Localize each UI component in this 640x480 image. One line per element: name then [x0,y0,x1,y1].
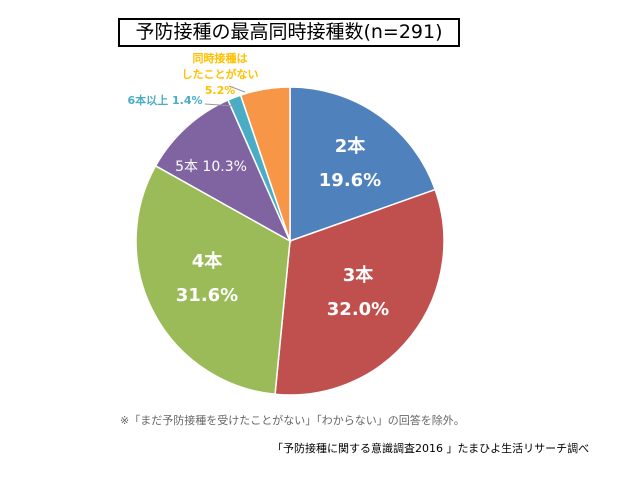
source-note: 「予防接種に関する意識調査2016 」たまひよ生活リサーチ調べ [272,442,590,455]
data-label: 4本 [192,250,223,272]
pie-slice [239,86,291,242]
chart-title: 予防接種の最高同時接種数(n=291) [118,18,460,47]
data-label: 32.0% [327,299,389,320]
pie-slice [154,99,292,243]
data-label: したことがない [182,67,259,81]
pie-slice [289,86,437,243]
data-label: 6本以上 1.4% [128,93,203,107]
data-label: 5本 10.3% [175,159,247,175]
data-label: 19.6% [319,170,381,191]
data-label: 2本 [335,135,366,157]
data-label: 5.2% [205,84,236,97]
pie-slice [274,188,445,396]
data-label: 同時接種は [193,51,248,65]
data-label: 3本 [343,264,374,286]
leader-line [228,85,246,93]
pie-slice [135,164,291,396]
leader-line [204,103,236,107]
data-label: 31.6% [176,285,238,306]
exclusion-note: ※「まだ予防接種を受けたことがない」「わからない」の回答を除外。 [120,414,465,427]
